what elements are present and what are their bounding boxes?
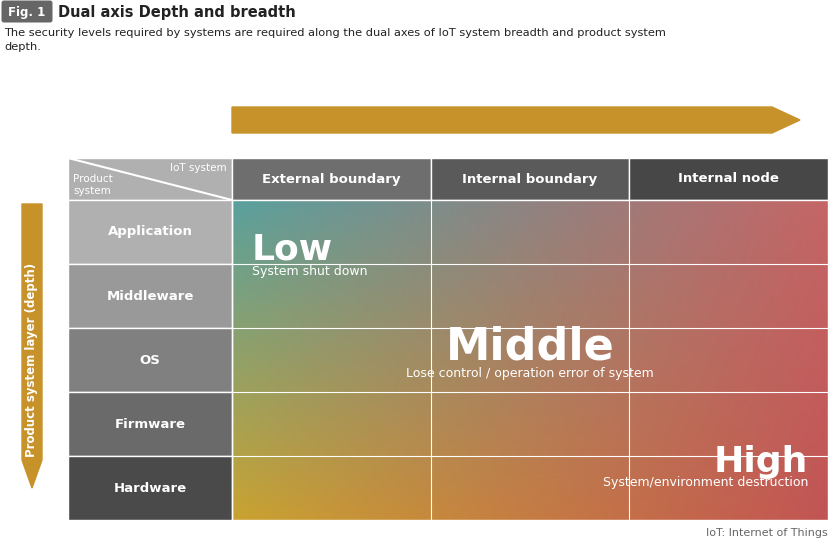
- FancyBboxPatch shape: [2, 1, 53, 22]
- Bar: [68, 328, 232, 392]
- Text: IoT system: IoT system: [170, 163, 227, 173]
- Text: Fig. 1: Fig. 1: [8, 6, 45, 19]
- Bar: [68, 264, 232, 328]
- Text: Low: Low: [252, 233, 334, 267]
- Text: Product system layer (depth): Product system layer (depth): [25, 263, 39, 457]
- Text: The security levels required by systems are required along the dual axes of IoT : The security levels required by systems …: [4, 28, 666, 52]
- Text: Middle: Middle: [446, 326, 614, 369]
- Text: OS: OS: [140, 354, 160, 367]
- Text: Firmware: Firmware: [115, 417, 185, 430]
- Text: External boundary: External boundary: [262, 172, 401, 186]
- Bar: [629, 158, 828, 200]
- Text: Hardware: Hardware: [113, 481, 187, 494]
- Text: Dual axis Depth and breadth: Dual axis Depth and breadth: [58, 5, 296, 20]
- Text: High: High: [714, 446, 808, 479]
- Text: Application: Application: [107, 226, 193, 238]
- Text: Internal boundary: Internal boundary: [463, 172, 597, 186]
- Text: IoT system layer (breadth): IoT system layer (breadth): [415, 113, 635, 127]
- Bar: [68, 456, 232, 520]
- Text: System/environment destruction: System/environment destruction: [603, 476, 808, 489]
- Bar: [232, 158, 431, 200]
- Text: Product
system: Product system: [73, 175, 113, 196]
- FancyArrow shape: [232, 107, 800, 133]
- Text: Lose control / operation error of system: Lose control / operation error of system: [406, 367, 654, 380]
- Text: Internal node: Internal node: [678, 172, 779, 186]
- Bar: [68, 158, 232, 200]
- Bar: [68, 392, 232, 456]
- Text: Middleware: Middleware: [106, 289, 194, 302]
- Bar: [431, 158, 629, 200]
- Text: System shut down: System shut down: [252, 265, 368, 279]
- FancyArrow shape: [22, 204, 42, 488]
- Bar: [68, 200, 232, 264]
- Text: IoT: Internet of Things: IoT: Internet of Things: [706, 528, 828, 538]
- Bar: [232, 200, 828, 520]
